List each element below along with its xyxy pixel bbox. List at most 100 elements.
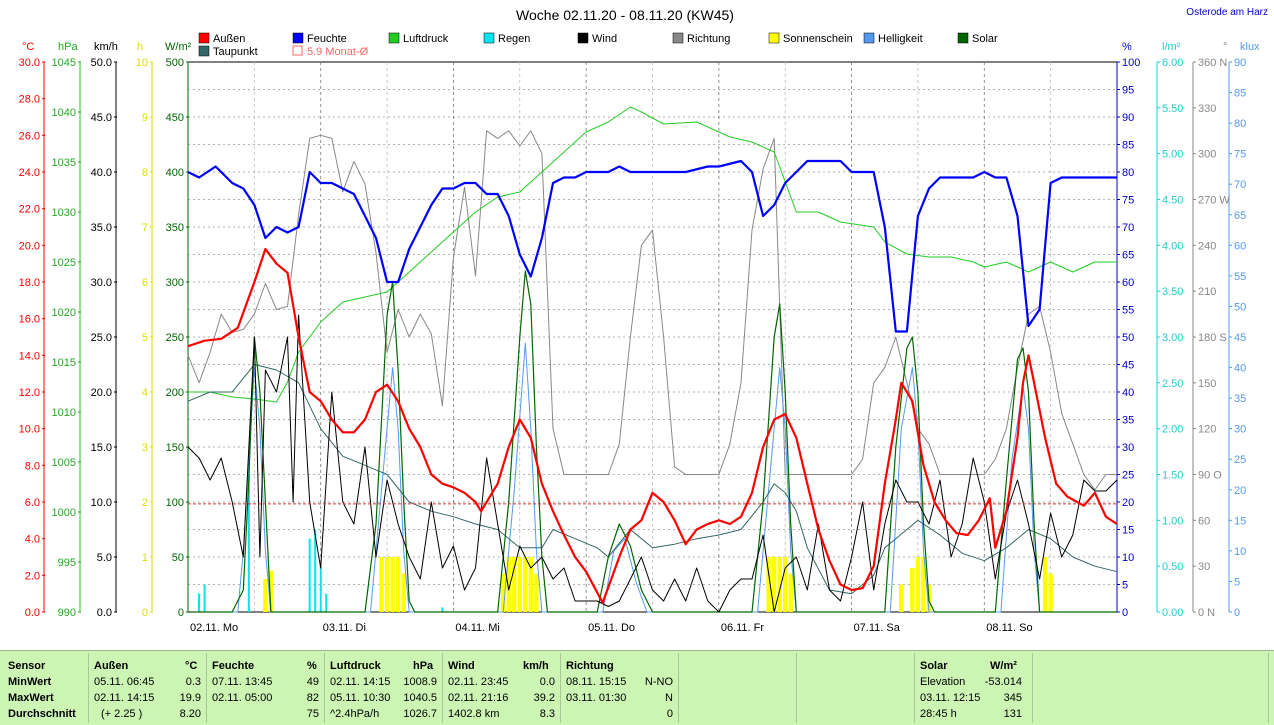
wind-tick-label: 35.0 [91, 222, 112, 234]
direction-tick-label: 240 [1198, 240, 1216, 252]
legend-swatch [672, 32, 684, 44]
rain-tick-label: 4.50 [1162, 195, 1183, 207]
sunshine-bar [899, 584, 904, 612]
pressure-tick-label: 1020 [52, 307, 76, 319]
sunshine-bar [783, 557, 788, 612]
direction-tick-label: 150 [1198, 378, 1216, 390]
sun-tick-label: 2 [142, 497, 148, 509]
lux-tick-label: 15 [1234, 515, 1246, 527]
pressure-tick-label: 1025 [52, 257, 76, 269]
rain-tick-label: 1.00 [1162, 515, 1183, 527]
solar-unit: W/m² [990, 660, 1017, 672]
feuchte-unit: % [307, 660, 317, 672]
sun-tick-label: 8 [142, 167, 148, 179]
feuchte-avg-val: 75 [306, 708, 319, 720]
feuchte-min-time: 07.11. 13:45 [212, 676, 273, 688]
direction-tick-label: 90 O [1198, 470, 1222, 482]
direction-tick-label: 330 [1198, 103, 1216, 115]
richtung-max-val: N [665, 692, 673, 704]
series-solar-line [188, 270, 1117, 613]
axes: 02.11. Mo 03.11. Di 04.11. Mi 05.11. Do 06.1… [19, 41, 1260, 634]
sunshine-bar [915, 557, 921, 612]
direction-tick-label: 180 S [1198, 332, 1227, 344]
sunshine-bar [523, 557, 528, 612]
legend-label: Taupunkt [213, 46, 258, 58]
luftdruck-min-time: 02.11. 14:15 [330, 676, 391, 688]
legend: Außen Feuchte Luftdruck Regen Wind Richtung So… [198, 32, 998, 58]
direction-tick-label: 30 [1198, 561, 1210, 573]
sun-tick-label: 1 [142, 552, 148, 564]
sunshine-bar [390, 557, 395, 612]
rain-unit-label: l/m² [1162, 41, 1181, 53]
legend-swatch [198, 45, 210, 57]
legend-swatch [292, 32, 304, 44]
solar-tick-label: 250 [166, 332, 184, 344]
lux-tick-label: 65 [1234, 210, 1246, 222]
pressure-tick-label: 1005 [52, 457, 76, 469]
wind-tick-label: 0.0 [97, 607, 112, 619]
humidity-tick-label: 90 [1122, 112, 1134, 124]
humidity-tick-label: 45 [1122, 360, 1134, 372]
legend-label: Luftdruck [403, 33, 449, 45]
temp-tick-label: 22.0 [19, 204, 40, 216]
sunshine-bar [1048, 573, 1053, 612]
row-label-max: MaxWert [8, 692, 54, 704]
legend-label: 5.9 Monat-Ø [307, 46, 369, 58]
direction-tick-label: 60 [1198, 515, 1210, 527]
lux-tick-label: 75 [1234, 149, 1246, 161]
chart-title: Woche 02.11.20 - 08.11.20 (KW45) [516, 7, 734, 23]
row-label-min: MinWert [8, 676, 52, 688]
wind-unit-label: km/h [94, 41, 118, 53]
sunshine-bar [500, 573, 506, 612]
section-aussen: Außen °C 05.11. 06:45 0.3 02.11. 14:15 1… [89, 651, 206, 725]
humidity-tick-label: 60 [1122, 277, 1134, 289]
legend-label: Solar [972, 33, 998, 45]
luftdruck-min-val: 1008.9 [403, 676, 437, 688]
sunshine-bar [379, 557, 384, 612]
richtung-header: Richtung [566, 660, 614, 672]
lux-tick-label: 50 [1234, 301, 1246, 313]
sun-tick-label: 9 [142, 112, 148, 124]
sunshine-bar [771, 557, 777, 612]
x-tick-label: 04.11. Mi [455, 622, 499, 634]
temp-tick-label: 28.0 [19, 94, 40, 106]
sun-tick-label: 5 [142, 332, 148, 344]
wind-unit: km/h [523, 660, 549, 672]
row-label-avg: Durchschnitt [8, 708, 76, 720]
rain-tick-label: 3.50 [1162, 286, 1183, 298]
wind-min-val: 0.0 [539, 676, 555, 688]
luftdruck-max-val: 1040.5 [403, 692, 437, 704]
wind-tick-label: 20.0 [91, 387, 112, 399]
feuchte-header: Feuchte [212, 660, 255, 672]
series-taupunkt-line [187, 364, 1118, 595]
humidity-tick-label: 0 [1122, 607, 1128, 619]
humidity-tick-label: 40 [1122, 387, 1134, 399]
humidity-tick-label: 95 [1122, 85, 1134, 97]
pressure-tick-label: 990 [58, 607, 76, 619]
sunshine-bar [921, 557, 926, 612]
aussen-max-time: 02.11. 14:15 [94, 692, 155, 704]
sun-tick-label: 3 [142, 442, 148, 454]
legend-swatch [863, 32, 875, 44]
sunshine-bar [534, 573, 539, 612]
legend-label: Sonnenschein [783, 33, 853, 45]
rain-tick-label: 0.00 [1162, 607, 1183, 619]
legend-label: Wind [592, 33, 617, 45]
lux-tick-label: 55 [1234, 271, 1246, 283]
solar-tick-label: 0 [178, 607, 184, 619]
legend-label: Helligkeit [878, 33, 923, 45]
sensor-header: Sensor [8, 660, 46, 672]
richtung-avg-val: 0 [666, 708, 673, 720]
temp-unit-label: °C [22, 41, 34, 53]
x-tick-label: 03.11. Di [323, 622, 366, 634]
aussen-min-time: 05.11. 06:45 [94, 676, 155, 688]
humidity-tick-label: 25 [1122, 470, 1134, 482]
luftdruck-header: Luftdruck [330, 660, 381, 672]
solar-max-val: 345 [1003, 692, 1022, 704]
pressure-tick-label: 995 [58, 557, 76, 569]
location-label: Osterode am Harz [1186, 7, 1268, 18]
humidity-tick-label: 65 [1122, 250, 1134, 262]
direction-tick-label: 270 W [1198, 195, 1230, 207]
sunshine-bar [910, 568, 915, 612]
wind-tick-label: 45.0 [91, 112, 112, 124]
